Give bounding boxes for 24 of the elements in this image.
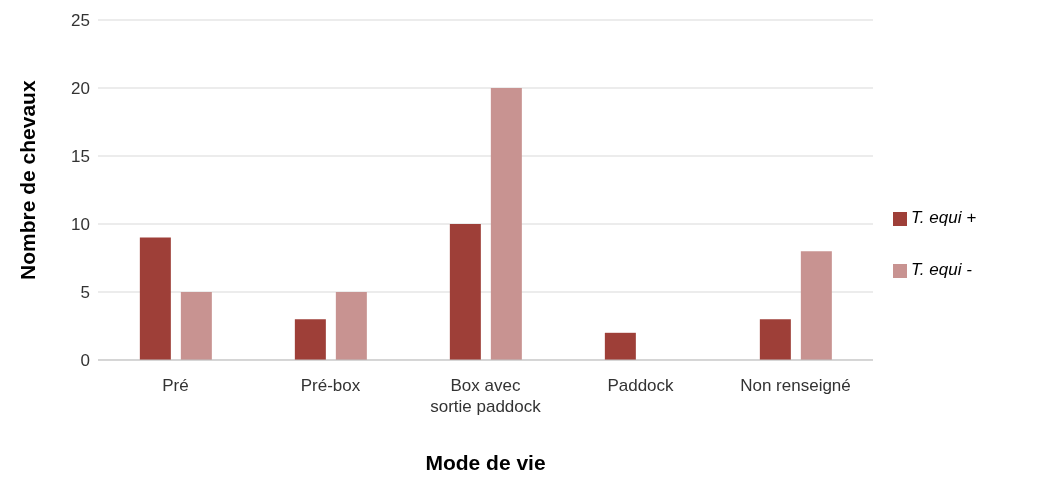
bar <box>294 319 326 360</box>
x-tick-label: Box avec sortie paddock <box>430 376 542 416</box>
y-tick-label: 15 <box>71 147 90 167</box>
bar <box>139 237 171 360</box>
x-tick-label: Pré-box <box>300 376 361 396</box>
legend-label: T. equi + <box>911 208 977 227</box>
bar <box>335 292 367 360</box>
bar <box>449 224 481 360</box>
legend-label: T. equi - <box>911 260 972 279</box>
x-tick-label: Paddock <box>607 376 675 396</box>
y-axis-title: Nombre de chevaux <box>16 80 40 280</box>
x-tick-label: Non renseigné <box>740 376 851 396</box>
bar <box>604 332 636 360</box>
y-tick-label: 25 <box>71 11 90 31</box>
x-tick-label: Pré <box>162 376 189 396</box>
y-tick-label: 5 <box>80 283 90 303</box>
x-axis-title: Mode de vie <box>425 451 546 474</box>
bar <box>490 88 522 360</box>
y-tick-label: 10 <box>71 215 90 235</box>
bar <box>759 319 791 360</box>
bar <box>800 251 832 360</box>
bar <box>180 292 212 360</box>
y-tick-label: 20 <box>71 79 90 99</box>
y-tick-label: 0 <box>80 351 90 371</box>
